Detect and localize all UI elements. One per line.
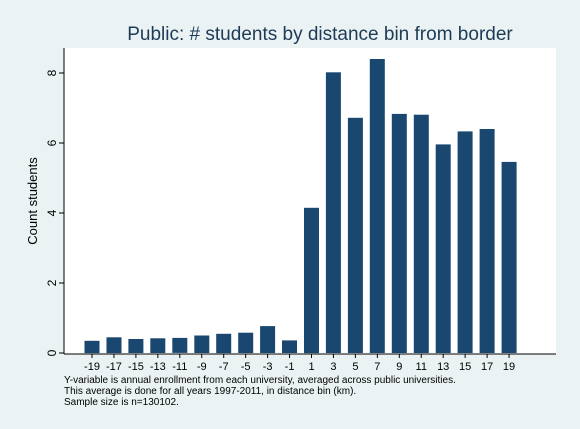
x-tick-label: 7 (374, 361, 380, 373)
x-tick-label: -7 (219, 361, 229, 373)
bar-7 (369, 59, 385, 353)
bar-5 (347, 117, 363, 353)
bar-1 (304, 207, 319, 354)
x-tick-label: 1 (308, 361, 314, 373)
x-tick-label: 15 (459, 361, 471, 373)
x-tick-label: -13 (150, 361, 166, 373)
x-tick-label: -3 (263, 361, 273, 373)
bar--9 (194, 335, 210, 353)
bar-13 (435, 144, 451, 353)
y-tick-label: 4 (45, 209, 59, 216)
chart-title: Public: # students by distance bin from … (127, 24, 513, 45)
x-tick-label: -9 (197, 361, 207, 373)
y-tick-label: 2 (45, 279, 59, 286)
y-tick-label: 0 (45, 349, 59, 356)
bar-15 (457, 131, 473, 353)
x-tick-label: 17 (481, 361, 493, 373)
bar-3 (325, 72, 341, 354)
y-tick-label: 6 (45, 139, 59, 146)
x-tick-label: 5 (352, 361, 358, 373)
x-tick-label: -15 (128, 361, 144, 373)
x-tick-label: 13 (437, 361, 449, 373)
bars-group (84, 59, 517, 354)
bar--17 (106, 337, 122, 354)
bar--13 (150, 338, 166, 353)
bar--19 (84, 340, 100, 354)
bar-19 (501, 161, 517, 353)
bar--11 (172, 337, 188, 353)
x-tick-label: 11 (416, 361, 427, 373)
x-tick-label: 9 (396, 361, 402, 373)
bar--15 (128, 339, 144, 353)
x-tick-label: -1 (285, 361, 295, 373)
bar-17 (479, 129, 495, 353)
chart-note-1: Y-variable is annual enrollment from eac… (64, 375, 456, 386)
x-tick-label: -17 (106, 361, 122, 373)
bar--7 (216, 333, 232, 354)
bar--3 (260, 326, 276, 353)
bar-9 (391, 113, 407, 354)
x-tick-label: 19 (503, 361, 515, 373)
x-tick-label: -19 (84, 361, 100, 373)
chart-note-3: Sample size is n=130102. (64, 397, 179, 408)
x-tick-label: -5 (241, 361, 251, 373)
bar--1 (282, 340, 297, 353)
x-tick-label: 3 (330, 361, 336, 373)
bar-11 (413, 114, 429, 353)
y-axis-label: Count students (25, 157, 40, 245)
x-tick-label: -11 (172, 361, 187, 373)
y-tick-label: 8 (45, 69, 59, 76)
axes-group: -19 -17 -15 -13 -11 -9 -7 -5 -3 -1 1 3 5 7 9 11 13 15 17 19… (45, 48, 556, 373)
bar--5 (238, 332, 254, 353)
chart-note-2: This average is done for all years 1997-… (64, 386, 357, 397)
